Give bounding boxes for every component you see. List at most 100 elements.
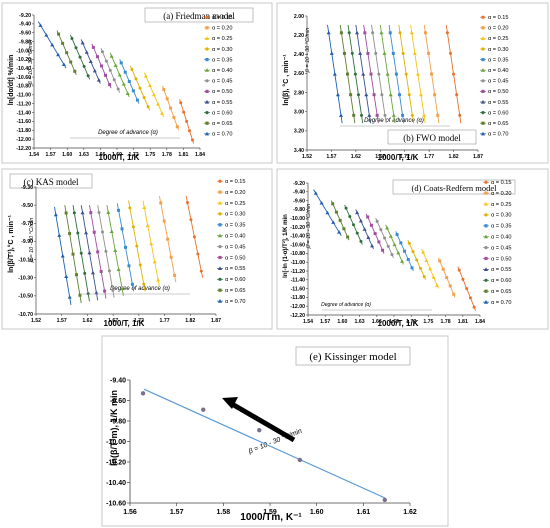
panel-b-y-tick-label: 2.40 <box>294 52 304 58</box>
panel-a-data-point <box>112 78 116 82</box>
panel-e-arrow-shaft <box>230 401 296 443</box>
panel-a-data-point <box>92 68 97 73</box>
panel-a-data-point <box>160 111 165 115</box>
panel-d-data-point <box>344 206 348 210</box>
panel-a-data-point <box>80 40 85 45</box>
panel-a-data-point <box>165 97 169 101</box>
panel-a-data-point <box>108 83 112 87</box>
panel-e-y-tick-label: -9.40 <box>110 377 126 384</box>
panel-a-data-point <box>175 125 179 129</box>
panel-b-data-point <box>398 31 402 35</box>
panel-b-data-point <box>388 31 392 35</box>
panel-a-data-point <box>130 68 134 72</box>
panel-c-data-point <box>71 252 75 256</box>
panel-b-data-point <box>339 31 343 35</box>
panel-d-x-tick-label: 1.57 <box>320 319 330 325</box>
panel-d-data-point <box>334 210 338 214</box>
panel-d-data-point <box>351 223 355 227</box>
panel-c-y-tick-label: -9.50 <box>21 203 33 209</box>
panel-b-legend-label: α = 0.45 <box>488 79 509 85</box>
panel-d-beta-note: β = 10 - 30 °C/min <box>306 204 312 250</box>
panel-b-data-point <box>346 72 350 76</box>
panel-b-legend-label: α = 0.25 <box>488 36 509 42</box>
panel-b-data-point <box>391 113 396 117</box>
panel-d-y-tick-label: -9.40 <box>293 190 305 196</box>
panel-a-data-point <box>84 50 89 54</box>
panel-a-x-tick-label: 1.63 <box>79 152 89 158</box>
panel-a-data-point <box>38 23 43 27</box>
panel-a-data-point <box>86 74 90 78</box>
panel-e-arrow-head <box>222 397 238 409</box>
panel-c-data-point <box>109 229 114 233</box>
panel-d-x-tick-label: 1.63 <box>355 319 365 325</box>
panel-b-data-point <box>335 92 340 97</box>
panel-a-y-tick-label: -10.00 <box>16 48 31 54</box>
panel-b-y-tick-label: 3.00 <box>294 110 304 116</box>
panel-c-title-box <box>9 173 93 189</box>
panel-c-x-tick-label: 1.82 <box>185 318 195 324</box>
panel-b-data-point <box>380 93 384 97</box>
panel-e-xlabel: 1000/Tm, K⁻¹ <box>240 512 302 523</box>
panel-d-y-tick-label: -10.00 <box>290 216 305 222</box>
panel-a-x-tick-label: 1.78 <box>162 152 172 158</box>
panel-d-y-tick-label: -9.80 <box>293 207 305 213</box>
panel-d-legend-label: α = 0.15 <box>491 180 512 186</box>
panel-b-data-point <box>342 51 346 55</box>
panel-a-data-point <box>91 45 95 49</box>
panel-b-data-point <box>371 31 375 35</box>
panel-c-data-point <box>189 218 193 222</box>
panel-d-data-point <box>386 244 390 248</box>
panel-d-data-point <box>438 259 442 263</box>
panel-b-annotation: Degree of advance (α) <box>364 118 424 124</box>
panel-c-data-point <box>116 267 121 272</box>
panel-a-frame <box>1 2 273 164</box>
panel-a-y-tick-label: -11.40 <box>17 110 32 116</box>
panel-c-data-point <box>90 270 95 275</box>
panel-d-title: (d) Coats-Redfern model <box>412 183 498 193</box>
panel-d-ylabel: ln[-ln (1-α)/T²], 1/K min <box>282 214 289 278</box>
panel-d-annotation: Degree of advance (α) <box>321 302 371 308</box>
panel-b-data-point <box>404 72 408 76</box>
panel-d-legend-label: α = 0.55 <box>491 267 512 273</box>
panel-a-data-point <box>182 110 186 114</box>
panel-a-data-point <box>78 55 82 59</box>
panel-a-data-point <box>70 36 74 40</box>
panel-b-data-point <box>422 113 427 117</box>
panel-a-data-point <box>82 64 86 68</box>
panel-c-annotation: Degree of advance (α) <box>110 286 170 292</box>
panel-c-data-point <box>142 282 146 286</box>
panel-a-data-point <box>113 63 118 68</box>
panel-b-data-point <box>385 72 390 76</box>
panel-a-data-point <box>146 105 150 109</box>
panel-a-data-point <box>44 33 49 37</box>
panel-a-legend-label: α = 0.25 <box>212 36 233 42</box>
panel-d-x-tick-label: 1.60 <box>337 319 347 325</box>
panel-d-data-point <box>381 248 385 252</box>
panel-b-data-point <box>329 51 334 55</box>
panel-d-data-point <box>452 292 456 296</box>
panel-b-data-point <box>374 51 378 55</box>
panel-d-xlabel: 1000/T, 1/K <box>378 319 419 328</box>
panel-a-y-tick-label: -11.60 <box>17 119 32 125</box>
panel-c-legend-label: α = 0.65 <box>225 288 246 294</box>
panel-d-y-tick-label: -12.20 <box>290 313 305 319</box>
panel-b-data-point <box>339 113 344 117</box>
panel-a-data-point <box>155 102 160 106</box>
panel-c-y-tick-label: -10.10 <box>18 257 33 263</box>
panel-d-x-tick-label: 1.72 <box>406 319 416 325</box>
panel-e-y-tick-label: -10.20 <box>106 459 126 466</box>
panel-d-data-point <box>362 227 367 231</box>
panel-a-data-point <box>104 73 108 77</box>
panel-a-data-point <box>61 62 66 66</box>
panel-b-data-point <box>430 72 434 76</box>
panel-b-x-tick-label: 1.57 <box>326 154 336 160</box>
panel-b-y-tick-label: 3.20 <box>294 129 304 135</box>
panel-a-data-point <box>104 59 108 63</box>
panel-a-data-point <box>121 82 126 86</box>
panel-a-data-point <box>95 55 99 59</box>
panel-a-data-point <box>100 50 104 54</box>
panel-e-data-point <box>297 457 303 463</box>
panel-b-title: (b) FWO model <box>403 133 461 143</box>
panel-c-data-point <box>67 295 72 299</box>
panel-a-y-tick-label: -11.20 <box>17 101 32 107</box>
